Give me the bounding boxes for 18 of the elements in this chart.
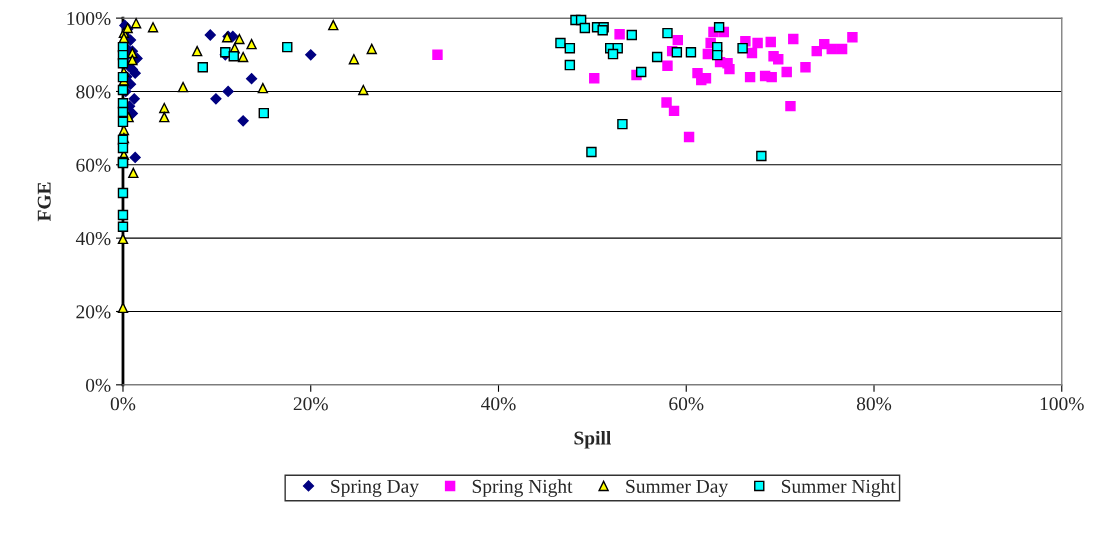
y-tick-label: 100%	[67, 11, 111, 26]
x-tick-label: 0%	[110, 397, 136, 411]
legend-label: Summer Day	[626, 479, 729, 497]
x-tick-label: 80%	[856, 397, 892, 411]
y-tick-label: 40%	[75, 231, 111, 246]
y-tick-label: 0%	[85, 378, 111, 392]
x-tick-label: 100%	[1040, 397, 1084, 411]
legend-label: Summer Night	[781, 479, 896, 497]
x-axis-title: Spill	[574, 430, 611, 449]
legend-label: Spring Night	[472, 479, 573, 497]
legend-label: Spring Day	[331, 479, 419, 497]
x-tick-label: 20%	[293, 397, 328, 411]
x-tick-label: 40%	[481, 397, 516, 411]
y-tick-label: 20%	[76, 305, 111, 319]
y-axis-title: FGE	[37, 182, 51, 222]
x-tick-label: 60%	[669, 397, 704, 411]
y-tick-label: 60%	[76, 158, 111, 172]
y-tick-label: 80%	[76, 85, 111, 99]
